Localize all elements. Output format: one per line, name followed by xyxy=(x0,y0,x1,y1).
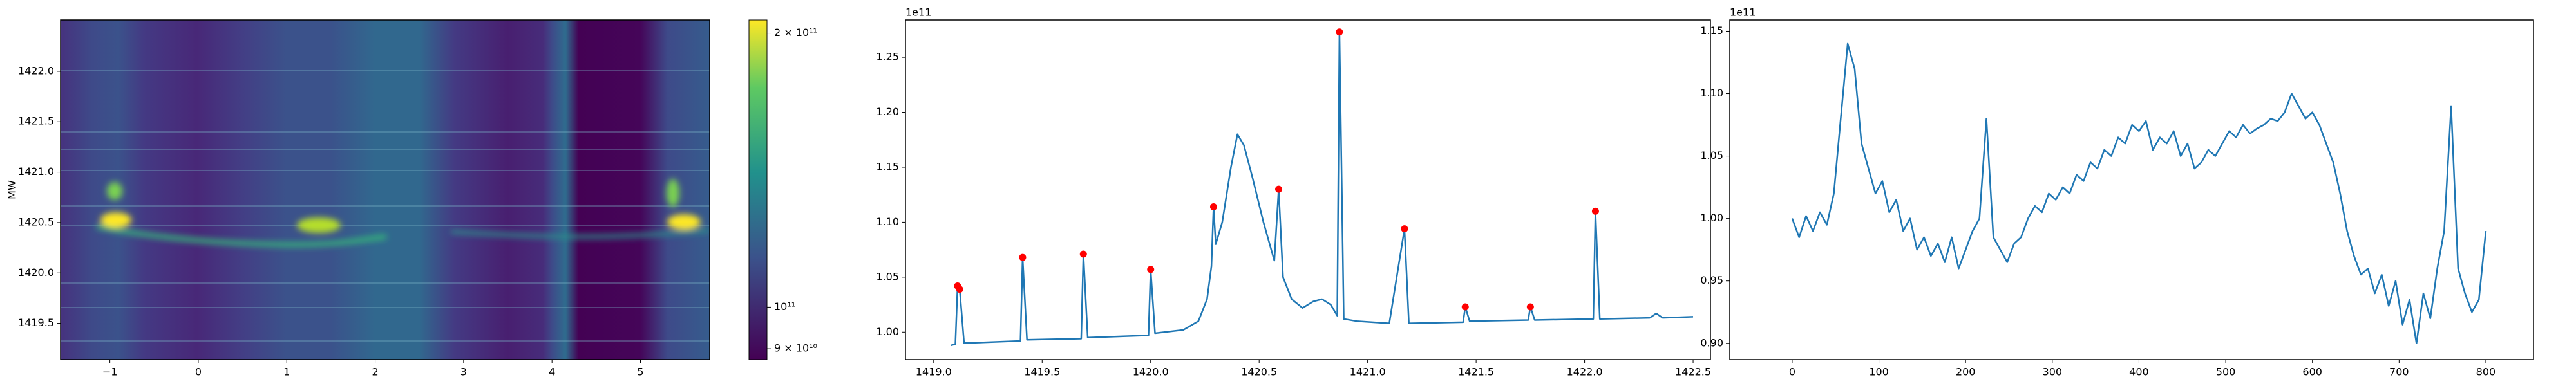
x-tick-label: 4 xyxy=(549,366,555,378)
x-tick-label: 5 xyxy=(637,366,643,378)
y-tick-label: 0.95 xyxy=(1700,274,1723,286)
heatmap-streaks xyxy=(61,70,710,342)
x-tick-label: 1419.5 xyxy=(1024,366,1060,378)
y-tick-label: 1420.5 xyxy=(18,216,54,228)
y-tick-label: 0.90 xyxy=(1700,336,1723,349)
y-tick-label: 1.25 xyxy=(876,51,899,63)
y-tick-label: 1.00 xyxy=(876,326,899,338)
y-tick-label: 1.05 xyxy=(876,270,899,282)
peak-marker xyxy=(1019,253,1027,261)
x-tick-label: 1 xyxy=(283,366,290,378)
x-tick-label: 600 xyxy=(2302,366,2322,378)
y-tick-label: 1.10 xyxy=(1700,87,1723,99)
x-tick-label: 1420.5 xyxy=(1241,366,1277,378)
y-tick-label: 1420.0 xyxy=(18,266,54,279)
peak-marker xyxy=(1147,266,1155,273)
x-tick-label: −1 xyxy=(102,366,118,378)
y-tick-label: 1.05 xyxy=(1700,149,1723,161)
heatmap-background xyxy=(61,20,710,360)
x-tick-label: 700 xyxy=(2389,366,2409,378)
x-tick-label: 100 xyxy=(1869,366,1889,378)
x-tick-label: 1421.5 xyxy=(1458,366,1494,378)
peak-marker xyxy=(1401,225,1408,233)
x-tick-label: 400 xyxy=(2129,366,2149,378)
x-tick-label: 2 xyxy=(372,366,378,378)
y-tick-label: 1.15 xyxy=(876,160,899,172)
x-tick-label: 800 xyxy=(2476,366,2496,378)
x-tick-label: 1421.0 xyxy=(1350,366,1386,378)
peak-marker xyxy=(1591,207,1599,215)
y-axis-label: MW xyxy=(6,180,19,199)
y-tick-label: 1421.0 xyxy=(18,165,54,178)
x-tick-label: 1419.0 xyxy=(916,366,952,378)
peak-marker xyxy=(1336,28,1343,36)
heatmap-image xyxy=(61,20,710,360)
x-tick-label: 3 xyxy=(460,366,467,378)
colorbar-tick-label: 10¹¹ xyxy=(774,300,795,313)
y-tick-label: 1.15 xyxy=(1700,24,1723,37)
y-tick-label: 1422.0 xyxy=(18,64,54,77)
line xyxy=(951,31,1694,347)
peak-marker xyxy=(1526,303,1534,311)
peak-marker xyxy=(1275,185,1283,193)
peak-marker xyxy=(1461,303,1469,311)
offset-label: 1e11 xyxy=(905,6,931,19)
heatmap-features xyxy=(96,179,710,247)
line xyxy=(1791,42,2487,345)
colorbar-tick-label: 2 × 10¹¹ xyxy=(774,26,817,39)
x-tick-label: 0 xyxy=(1789,366,1795,378)
peak-marker xyxy=(1209,203,1217,210)
peak-marker xyxy=(956,286,963,293)
y-tick-label: 1.20 xyxy=(876,106,899,118)
plot-frame xyxy=(60,19,710,360)
colorbar-tick-label: 9 × 10¹⁰ xyxy=(774,342,817,354)
y-tick-label: 1.10 xyxy=(876,216,899,228)
x-tick-label: 0 xyxy=(195,366,202,378)
x-tick-label: 200 xyxy=(1956,366,1976,378)
plot-frame xyxy=(1729,19,2534,360)
offset-label: 1e11 xyxy=(1730,6,1756,19)
x-tick-label: 1422.5 xyxy=(1675,366,1711,378)
x-tick-label: 1420.0 xyxy=(1133,366,1169,378)
x-tick-label: 1422.0 xyxy=(1567,366,1603,378)
y-tick-label: 1.00 xyxy=(1700,212,1723,224)
colorbar xyxy=(748,19,768,360)
x-tick-label: 500 xyxy=(2216,366,2236,378)
plot-frame xyxy=(905,19,1711,360)
peak-marker xyxy=(1079,250,1087,258)
y-tick-label: 1421.5 xyxy=(18,115,54,127)
y-tick-label: 1419.5 xyxy=(18,317,54,329)
x-tick-label: 300 xyxy=(2043,366,2063,378)
